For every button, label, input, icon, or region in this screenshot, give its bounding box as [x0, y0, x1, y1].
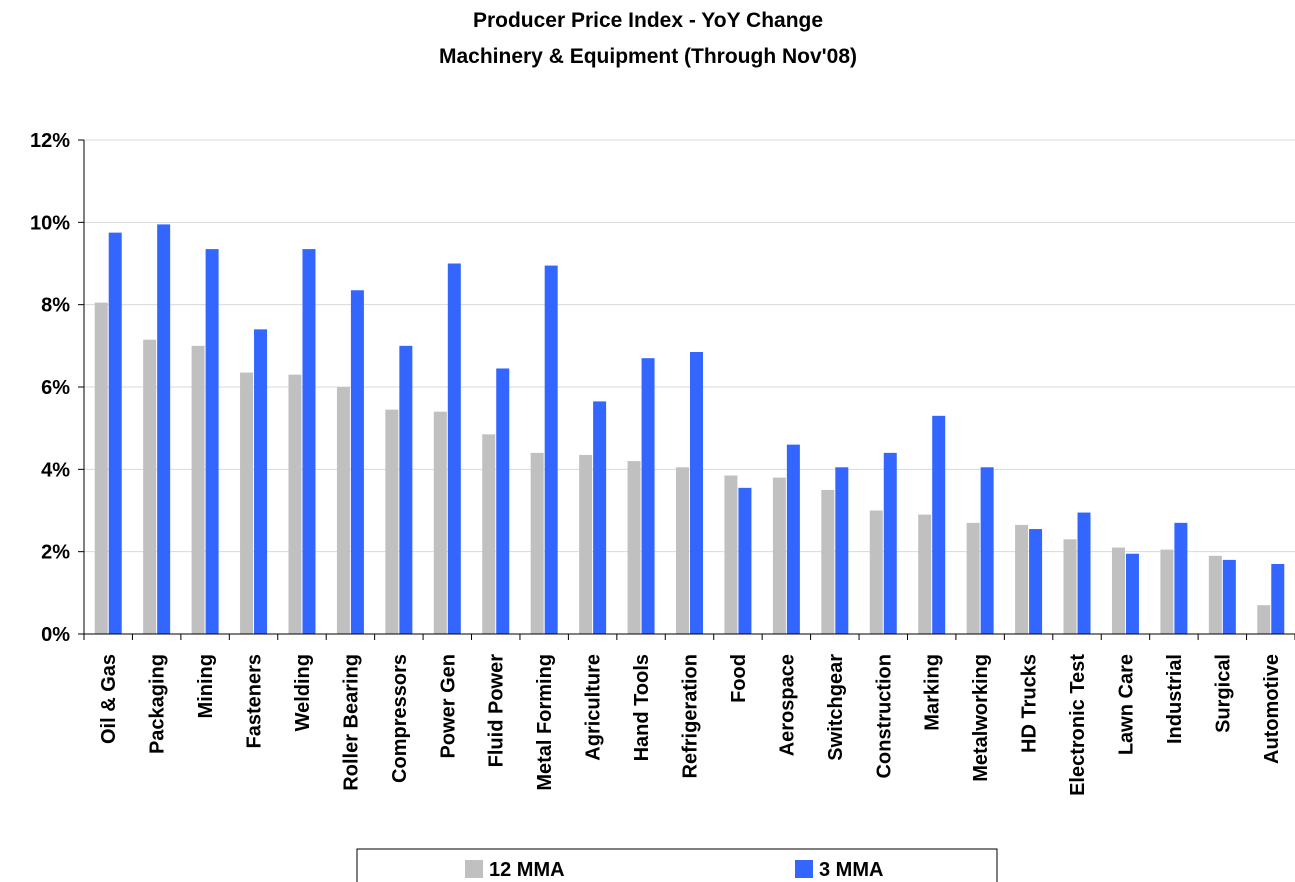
bar-3-mma-metal-forming	[544, 265, 558, 634]
x-tick-label-switchgear: Switchgear	[825, 654, 847, 761]
chart-subtitle: Machinery & Equipment (Through Nov'08)	[439, 45, 857, 68]
bar-3-mma-electronic-test	[1077, 512, 1091, 634]
gridlines	[84, 139, 1295, 553]
bar-3-mma-oil-gas	[108, 232, 122, 634]
y-tick-label: 4%	[41, 459, 70, 481]
bar-12-mma-agriculture	[579, 454, 593, 634]
bar-3-mma-packaging	[157, 224, 171, 634]
bar-12-mma-mining	[191, 345, 205, 634]
legend-box	[356, 848, 998, 882]
bar-3-mma-switchgear	[835, 467, 849, 634]
bar-3-mma-lawn-care	[1125, 553, 1139, 634]
bar-12-mma-metalworking	[966, 522, 980, 634]
x-tick-label-packaging: Packaging	[147, 654, 169, 754]
bar-3-mma-marking	[932, 415, 946, 634]
bar-12-mma-oil-gas	[94, 302, 108, 634]
bar-3-mma-compressors	[399, 345, 413, 634]
y-tick-label: 12%	[30, 130, 70, 152]
bar-3-mma-aerospace	[786, 444, 800, 634]
x-tick-label-electronic-test: Electronic Test	[1067, 654, 1089, 796]
bar-3-mma-surgical	[1222, 559, 1236, 634]
x-tick-label-metal-forming: Metal Forming	[534, 654, 556, 791]
x-tick-label-refrigeration: Refrigeration	[680, 654, 702, 778]
legend-label-12-mma: 12 MMA	[489, 859, 565, 881]
y-tick-label: 2%	[41, 542, 70, 564]
x-tick-label-fluid-power: Fluid Power	[486, 654, 508, 768]
bar-12-mma-aerospace	[772, 477, 786, 634]
x-tick-label-welding: Welding	[292, 654, 314, 731]
bar-12-mma-fluid-power	[482, 434, 496, 634]
bar-12-mma-lawn-care	[1111, 547, 1125, 634]
x-tick-label-surgical: Surgical	[1212, 654, 1234, 733]
bar-12-mma-compressors	[385, 409, 399, 634]
x-tick-label-power-gen: Power Gen	[437, 654, 459, 758]
x-axis-categories: Oil & Gas Packaging Mining Fasteners Welding…	[98, 654, 1283, 796]
x-tick-label-automotive: Automotive	[1261, 654, 1283, 764]
x-tick-label-lawn-care: Lawn Care	[1115, 654, 1137, 755]
bar-3-mma-automotive	[1271, 564, 1285, 634]
legend-label-3-mma: 3 MMA	[819, 859, 883, 881]
x-tick-label-compressors: Compressors	[389, 654, 411, 783]
bar-12-mma-industrial	[1160, 549, 1174, 634]
bar-12-mma-power-gen	[433, 411, 447, 634]
bar-3-mma-fluid-power	[496, 368, 510, 634]
x-tick-label-marking: Marking	[922, 654, 944, 731]
legend-swatch-3-mma	[795, 860, 813, 878]
x-tick-label-fasteners: Fasteners	[244, 654, 266, 749]
bar-3-mma-power-gen	[447, 263, 461, 634]
bar-12-mma-refrigeration	[676, 467, 689, 634]
bar-3-mma-fasteners	[254, 329, 268, 634]
bar-3-mma-metalworking	[980, 467, 994, 634]
bar-12-mma-food	[724, 475, 738, 634]
bar-12-mma-switchgear	[821, 489, 835, 634]
chart-title: Producer Price Index - YoY Change	[473, 9, 823, 32]
bar-3-mma-hand-tools	[641, 358, 655, 634]
bar-3-mma-refrigeration	[690, 352, 703, 634]
y-axis-ticks: 0% 2% 4% 6% 8% 10% 12%	[30, 130, 84, 646]
bar-3-mma-food	[738, 487, 752, 634]
x-tick-label-construction: Construction	[873, 654, 895, 778]
y-tick-label: 10%	[30, 212, 70, 234]
x-tick-label-oil-gas: Oil & Gas	[98, 654, 120, 744]
x-tick-label-agriculture: Agriculture	[583, 654, 605, 761]
bar-3-mma-construction	[883, 452, 897, 634]
x-tick-label-metalworking: Metalworking	[970, 654, 992, 782]
bar-12-mma-roller-bearing	[336, 387, 350, 634]
bar-12-mma-hd-trucks	[1015, 524, 1029, 634]
bar-12-mma-welding	[288, 374, 302, 634]
bar-12-mma-metal-forming	[530, 452, 544, 634]
y-tick-label: 8%	[41, 295, 70, 317]
bars	[94, 224, 1285, 634]
axes	[83, 140, 1295, 640]
x-tick-label-food: Food	[728, 654, 750, 703]
legend-swatch-12-mma	[465, 860, 483, 878]
bar-12-mma-marking	[918, 514, 932, 634]
x-tick-label-mining: Mining	[195, 654, 217, 718]
bar-3-mma-hd-trucks	[1029, 529, 1043, 634]
bar-3-mma-industrial	[1174, 522, 1188, 634]
bar-12-mma-construction	[869, 510, 883, 634]
y-tick-label: 6%	[41, 377, 70, 399]
x-tick-label-industrial: Industrial	[1164, 654, 1186, 744]
bar-3-mma-roller-bearing	[350, 290, 364, 634]
x-tick-label-aerospace: Aerospace	[776, 654, 798, 756]
bar-12-mma-electronic-test	[1063, 539, 1077, 634]
x-tick-label-roller-bearing: Roller Bearing	[340, 654, 362, 791]
bar-12-mma-automotive	[1257, 605, 1271, 634]
bar-12-mma-surgical	[1208, 555, 1222, 634]
bar-3-mma-welding	[302, 249, 316, 634]
y-tick-label: 0%	[41, 624, 70, 646]
x-tick-label-hd-trucks: HD Trucks	[1019, 654, 1041, 753]
legend: 12 MMA 3 MMA	[356, 848, 998, 882]
bar-12-mma-packaging	[143, 339, 157, 634]
bar-3-mma-mining	[205, 249, 219, 634]
bar-3-mma-agriculture	[593, 401, 607, 634]
bar-12-mma-hand-tools	[627, 461, 641, 634]
bar-12-mma-fasteners	[240, 372, 254, 634]
x-tick-label-hand-tools: Hand Tools	[631, 654, 653, 761]
